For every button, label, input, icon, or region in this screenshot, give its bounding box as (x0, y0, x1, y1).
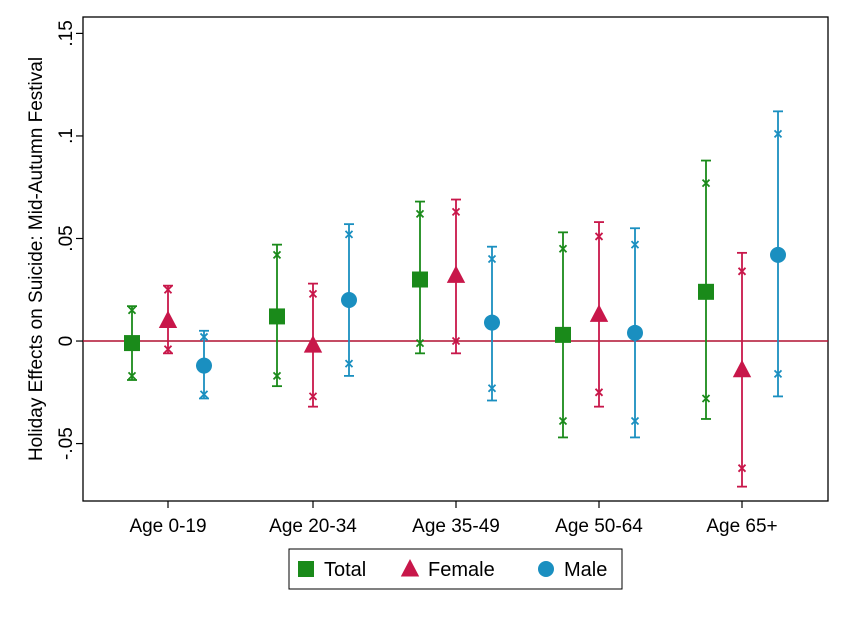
ci90-upper-mark (308, 289, 318, 299)
point-estimate (698, 283, 714, 300)
point-estimate (732, 359, 752, 378)
ci90-lower-mark (272, 371, 282, 381)
y-tick-label: 0 (56, 336, 77, 347)
ci90-lower-mark (773, 369, 783, 378)
x-tick-label: Age 50-64 (555, 516, 643, 537)
x-axis: Age 0-19 Age 20-34 Age 35-49 Age 50-64 Age 6… (129, 501, 778, 537)
point-estimate (446, 265, 466, 283)
point-estimate (412, 271, 428, 288)
point-estimate (555, 326, 571, 343)
y-tick-label: .1 (56, 128, 77, 144)
point-estimate (303, 335, 323, 353)
point-estimate (627, 324, 643, 341)
x-tick-label: Age 0-19 (129, 516, 206, 537)
y-axis: -.05 0 .05 .1 .15 (56, 20, 83, 460)
ci90-upper-mark (272, 250, 282, 260)
ci90-lower-mark (451, 336, 461, 346)
point-estimate (770, 246, 786, 263)
legend-label-total: Total (324, 559, 366, 581)
legend-label-male: Male (564, 559, 607, 581)
ci90-upper-mark (344, 230, 354, 239)
x-tick-label: Age 20-34 (269, 516, 357, 537)
chart-marks (124, 110, 786, 488)
x-tick-label: Age 35-49 (412, 516, 500, 537)
ci90-lower-mark (308, 392, 318, 401)
ci90-lower-mark (415, 338, 425, 348)
ci90-lower-mark (163, 345, 173, 354)
ci90-lower-mark (737, 464, 747, 473)
legend-marker-female (400, 559, 420, 577)
y-tick-label: -.05 (56, 427, 77, 460)
ci90-upper-mark (127, 306, 137, 315)
ci90-upper-mark (701, 178, 711, 188)
legend-marker-total (298, 561, 314, 577)
ci90-lower-mark (344, 359, 354, 368)
ci90-upper-mark (558, 244, 568, 253)
ci90-upper-mark (199, 332, 209, 342)
point-estimate (158, 310, 178, 329)
ci90-upper-mark (451, 207, 461, 216)
ci90-lower-mark (558, 416, 568, 426)
ci90-lower-mark (630, 416, 640, 426)
legend-marker-male (538, 561, 554, 577)
point-estimate (269, 308, 285, 325)
point-estimate (124, 335, 140, 352)
ci90-lower-mark (487, 384, 497, 393)
point-estimate (589, 304, 609, 322)
ci90-upper-mark (163, 285, 173, 294)
x-tick-label: Age 65+ (706, 516, 777, 537)
ci90-lower-mark (594, 388, 604, 397)
ci90-upper-mark (737, 267, 747, 276)
point-estimate (341, 292, 357, 309)
legend-box (288, 548, 623, 590)
ci90-upper-mark (594, 232, 604, 241)
y-tick-label: .15 (56, 20, 77, 46)
ci90-lower-mark (127, 371, 137, 381)
legend-label-female: Female (428, 559, 495, 581)
series-male (196, 110, 786, 439)
ci90-upper-mark (415, 209, 425, 219)
series-female (158, 198, 752, 488)
ci90-upper-mark (773, 129, 783, 139)
ci90-upper-mark (630, 240, 640, 249)
y-tick-label: .05 (56, 225, 77, 251)
ci90-lower-mark (199, 390, 209, 399)
ci90-upper-mark (487, 254, 497, 264)
point-estimate (196, 357, 212, 374)
point-estimate (484, 314, 500, 331)
ci90-lower-mark (701, 394, 711, 403)
series-total (124, 159, 714, 439)
legend: Total Female Male (288, 548, 623, 590)
y-axis-title: Holiday Effects on Suicide: Mid-Autumn F… (26, 57, 47, 461)
